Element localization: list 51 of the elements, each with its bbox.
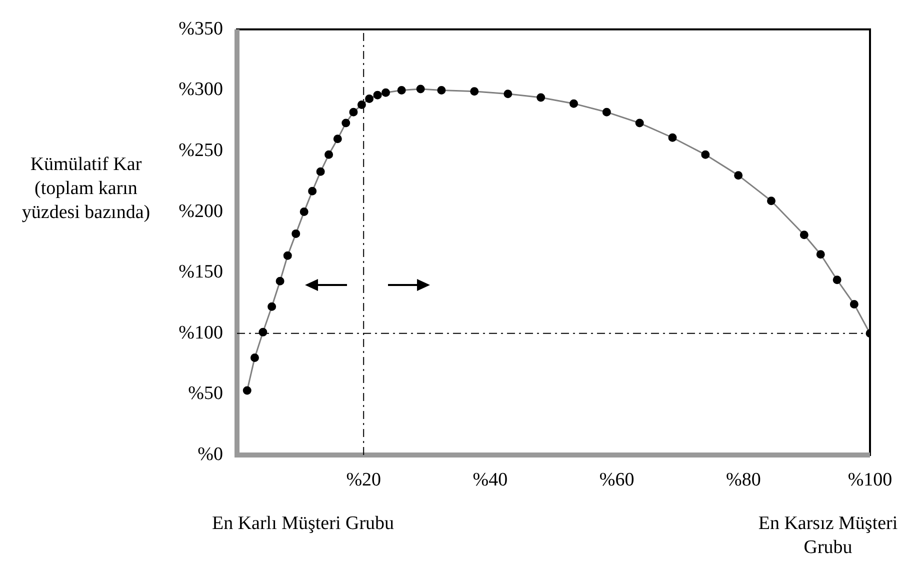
text: En Karsız Müşteri Grubu [757,512,899,560]
point [734,171,743,180]
point [276,276,284,286]
text: En Karlı Müşteri Grubu [210,512,396,536]
point [602,108,611,116]
point [850,300,858,308]
point [470,87,479,96]
point [382,88,390,97]
y-tick-label: %300 [178,79,223,100]
y-axis-title: Kümülatif Kar (toplam karın yüzdesi bazında) [20,153,152,225]
point [308,186,317,196]
point [816,250,825,259]
point [292,229,300,238]
y-tick-label: %250 [178,140,223,161]
y-tick-label: %0 [198,444,223,465]
y-tick-label: %100 [178,322,223,344]
point [324,150,334,159]
point [357,100,366,110]
point [832,276,842,284]
point [283,251,292,260]
y-tick-label: %350 [178,18,223,40]
x-tick-label: %60 [599,469,634,490]
y-tick-label: %150 [178,262,223,283]
point [570,99,578,108]
point [316,167,325,176]
point [668,133,677,142]
x-tick-label: %40 [472,469,508,490]
point [800,230,808,240]
y-tick-label: %200 [178,200,223,222]
point [635,118,644,128]
point [536,93,546,102]
point [701,150,710,159]
point [349,108,358,116]
point [767,196,776,206]
point [250,353,259,362]
point [504,90,512,98]
x-tick-label: %20 [346,469,382,490]
point [300,208,308,216]
point [333,134,342,144]
x-tick-label: %100 [848,469,892,490]
x-tick-label: %80 [726,469,761,490]
y-tick-label: %50 [188,383,223,404]
point [416,84,425,94]
point [268,302,276,311]
point [242,386,252,395]
point [437,86,446,94]
point [342,118,350,128]
point [365,94,374,103]
point [258,328,268,336]
point [373,90,382,100]
point [397,86,406,94]
